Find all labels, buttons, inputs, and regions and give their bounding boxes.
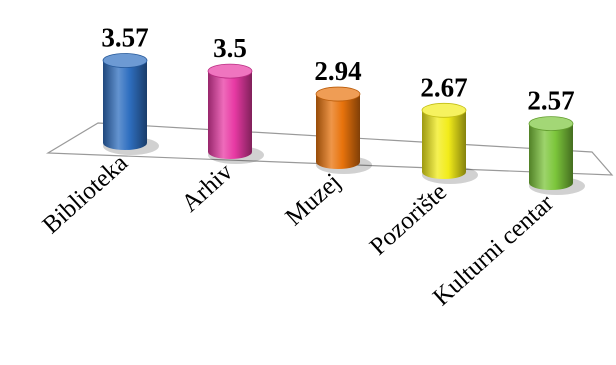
value-label: 2.94: [314, 56, 361, 86]
category-label: Kulturni centar: [428, 189, 560, 311]
value-label: 3.57: [101, 23, 148, 53]
bar-kulturni-centar: [528, 116, 574, 190]
bar-body: [529, 123, 573, 190]
bar-body: [422, 110, 466, 179]
value-label: 3.5: [213, 33, 247, 63]
bar-pozori-te: [421, 102, 467, 179]
bar-biblioteka: [102, 53, 148, 150]
bar-body: [208, 71, 252, 159]
bar-top: [421, 102, 467, 118]
category-label: Muzej: [280, 168, 346, 231]
value-label: 2.67: [420, 72, 467, 102]
bar-top: [528, 116, 574, 132]
category-label: Pozorište: [365, 178, 452, 260]
bar-arhiv: [207, 63, 253, 159]
bar-top: [315, 86, 361, 102]
bar-body: [316, 94, 360, 169]
bar-muzej: [315, 86, 361, 169]
bar-top: [207, 63, 253, 79]
category-label: Biblioteka: [38, 149, 133, 239]
bar-top: [102, 53, 148, 68]
value-label: 2.57: [527, 86, 574, 116]
bar-body: [103, 60, 147, 150]
category-label: Arhiv: [177, 158, 239, 217]
